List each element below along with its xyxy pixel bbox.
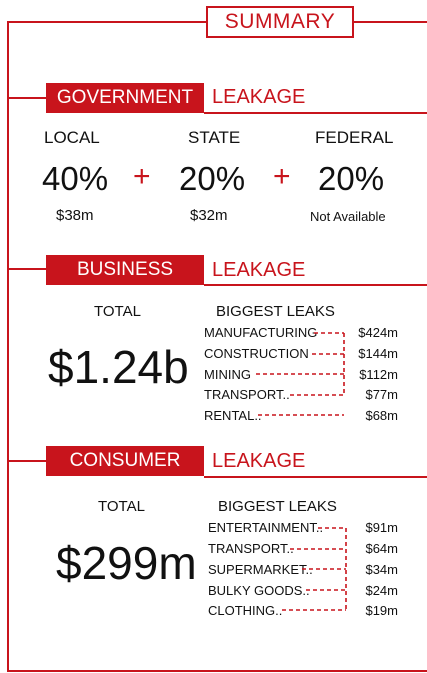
business-leak-3-value: $112m: [359, 367, 398, 382]
consumer-leaks-label: BIGGEST LEAKS: [218, 498, 337, 515]
consumer-leak-5-value: $19m: [365, 603, 398, 618]
gov-plus-2: +: [273, 160, 291, 193]
consumer-leak-3-name: SUPERMARKET..: [208, 562, 313, 577]
business-leak-2-name: CONSTRUCTION: [204, 346, 309, 361]
business-leak-1-name: MANUFACTURING: [204, 325, 318, 340]
consumer-underline: [204, 476, 427, 478]
consumer-leak-1-name: ENTERTAINMENT..: [208, 520, 324, 535]
government-label: GOVERNMENT: [46, 83, 204, 113]
consumer-label: CONSUMER: [46, 446, 204, 476]
summary-title: SUMMARY: [206, 6, 354, 38]
business-underline: [204, 284, 427, 286]
consumer-leak-1-value: $91m: [365, 520, 398, 535]
consumer-leak-5-name: CLOTHING..: [208, 603, 283, 618]
business-leak-5-value: $68m: [365, 408, 398, 423]
gov-local-name: LOCAL: [44, 128, 100, 147]
business-leak-2-value: $144m: [358, 346, 398, 361]
top-frame-line: [7, 21, 207, 23]
consumer-leak-2-value: $64m: [365, 541, 398, 556]
business-leak-1-value: $424m: [358, 325, 398, 340]
business-leaks-label: BIGGEST LEAKS: [216, 303, 335, 320]
consumer-connector: [7, 460, 47, 462]
consumer-total-value: $299m: [56, 537, 197, 589]
business-leak-4-name: TRANSPORT..: [204, 387, 290, 402]
gov-local-percent: 40%: [42, 160, 109, 197]
business-leak-5-name: RENTAL..: [204, 408, 262, 423]
business-connector: [7, 268, 47, 270]
business-leak-4-value: $77m: [365, 387, 398, 402]
consumer-leak-2-name: TRANSPORT..: [208, 541, 294, 556]
government-leakage-word: LEAKAGE: [212, 86, 306, 108]
government-connector: [7, 97, 47, 99]
consumer-leak-4-name: BULKY GOODS..: [208, 583, 310, 598]
gov-state-amount: $32m: [190, 207, 228, 224]
business-leakage-word: LEAKAGE: [212, 259, 306, 281]
consumer-leak-3-value: $34m: [365, 562, 398, 577]
business-total-value: $1.24b: [48, 341, 189, 393]
consumer-leak-4-value: $24m: [365, 583, 398, 598]
gov-local-amount: $38m: [56, 207, 94, 224]
gov-federal-amount: Not Available: [310, 209, 386, 224]
business-total-label: TOTAL: [94, 303, 141, 320]
government-underline: [204, 112, 427, 114]
gov-state-name: STATE: [188, 128, 241, 147]
top-right-frame-line: [353, 21, 427, 23]
consumer-total-label: TOTAL: [98, 498, 145, 515]
gov-state-percent: 20%: [179, 160, 246, 197]
gov-federal-name: FEDERAL: [315, 128, 394, 147]
bottom-frame-line: [7, 670, 427, 672]
consumer-leakage-word: LEAKAGE: [212, 450, 306, 472]
business-leak-3-name: MINING: [204, 367, 251, 382]
left-frame-line: [7, 22, 9, 672]
gov-plus-1: +: [133, 160, 151, 193]
business-label: BUSINESS: [46, 255, 204, 285]
gov-federal-percent: 20%: [318, 160, 385, 197]
